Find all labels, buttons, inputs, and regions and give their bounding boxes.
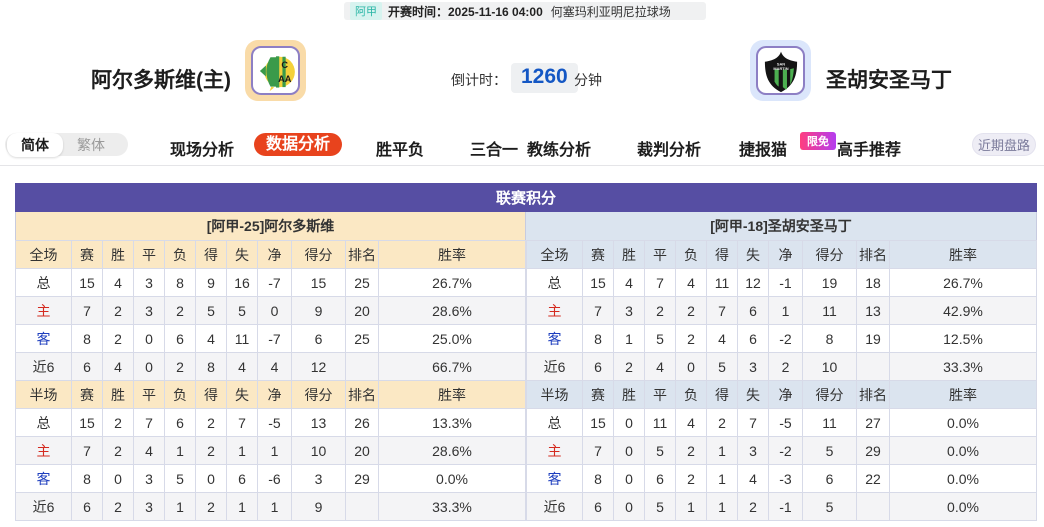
svg-text:AA: AA (278, 74, 292, 84)
svg-text:C: C (281, 60, 288, 70)
svg-text:MARTIN: MARTIN (773, 66, 788, 71)
